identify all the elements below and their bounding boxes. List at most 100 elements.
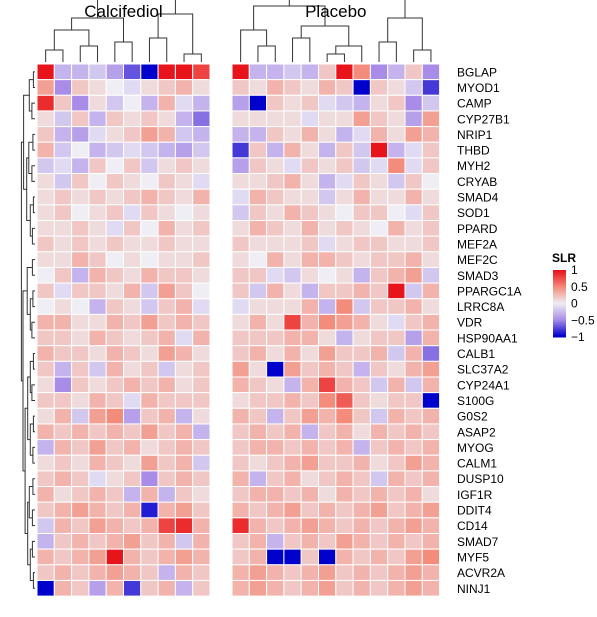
heatmap-cell (300, 517, 320, 534)
heatmap-cell (53, 157, 73, 175)
heatmap-cell (105, 235, 124, 253)
heatmap-cell (88, 251, 107, 268)
heatmap-cell (300, 313, 320, 331)
dendrogram-branch (32, 478, 35, 495)
row-label: MYH2 (457, 159, 491, 173)
heatmap-cell (352, 313, 371, 331)
heatmap-cell (404, 204, 423, 222)
row-label: THBD (457, 144, 490, 158)
heatmap-cell (335, 579, 354, 597)
heatmap-cell (53, 533, 73, 550)
heatmap-cell (71, 454, 90, 472)
dendrogram-branch (53, 29, 90, 50)
heatmap-cell (157, 157, 176, 175)
heatmap-cell (105, 141, 124, 159)
heatmap-cell (318, 94, 337, 112)
dendrogram-branch (288, 0, 406, 18)
heatmap-cell (421, 454, 441, 472)
heatmap-cell (192, 392, 211, 409)
heatmap-cell (387, 157, 406, 175)
heatmap-cell (88, 501, 107, 519)
heatmap-cell (174, 204, 194, 222)
dendrogram-branch (32, 446, 35, 464)
heatmap-cell (88, 360, 107, 378)
heatmap-cell (404, 79, 423, 96)
legend-tick-label: 0.5 (571, 280, 588, 294)
legend-swatch (553, 318, 566, 321)
heatmap-cell (231, 579, 250, 597)
heatmap-cell (352, 486, 371, 503)
heatmap-cell (105, 564, 124, 581)
heatmap-cell (192, 486, 211, 503)
heatmap-cell (71, 517, 90, 534)
heatmap-cell (192, 173, 211, 190)
heatmap-cell (231, 548, 250, 566)
heatmap-cell (335, 313, 354, 331)
row-label: PPARGC1A (457, 284, 521, 298)
heatmap-cell (421, 548, 441, 566)
heatmap-cell (248, 376, 268, 394)
heatmap-cell (123, 486, 142, 503)
heatmap-cell (53, 173, 73, 190)
heatmap-cell (266, 141, 285, 159)
heatmap-cell (352, 110, 371, 128)
row-label: SOD1 (457, 206, 490, 220)
heatmap-cell (369, 313, 389, 331)
heatmap-cell (352, 220, 371, 237)
heatmap-cell (283, 94, 302, 112)
heatmap-cell (53, 188, 73, 206)
heatmap-cell (387, 298, 406, 315)
heatmap-cell (266, 173, 285, 190)
heatmap-cell (192, 126, 211, 143)
heatmap-cell (88, 298, 107, 315)
heatmap-cell (404, 126, 423, 143)
heatmap-cell (174, 360, 194, 378)
heatmap-cell (192, 79, 211, 96)
heatmap-cell (36, 501, 55, 519)
heatmap-cell (140, 110, 159, 128)
heatmap-cell (421, 235, 441, 253)
dendrogram-branch (32, 196, 35, 214)
heatmap-cell (248, 548, 268, 566)
heatmap-cell (387, 517, 406, 534)
heatmap-cell (421, 501, 441, 519)
heatmap-cell (369, 579, 389, 597)
heatmap-cell (300, 501, 320, 519)
column-dendrogram-calcifediol (45, 0, 202, 62)
heatmap-cell (369, 407, 389, 425)
heatmap-cell (123, 533, 142, 550)
heatmap-cell (300, 423, 320, 441)
heatmap-cell (123, 110, 142, 128)
dendrogram-branch (300, 25, 350, 46)
heatmap-cell (231, 126, 250, 143)
heatmap-cell (335, 79, 354, 96)
heatmap-cell (105, 173, 124, 190)
dendrogram-branch (28, 79, 34, 112)
heatmap-cell (404, 157, 423, 175)
heatmap-cell (248, 313, 268, 331)
heatmap-cell (248, 517, 268, 534)
heatmap-cell (105, 376, 124, 394)
heatmap-cell (421, 376, 441, 394)
heatmap-cell (335, 439, 354, 456)
row-label: HSP90AA1 (457, 331, 518, 345)
legend-swatch (553, 321, 566, 325)
heatmap-cell (231, 564, 250, 581)
heatmap-cell (174, 126, 194, 143)
heatmap-cell (283, 454, 302, 472)
heatmap-cell (174, 94, 194, 112)
heatmap-cell (352, 251, 371, 268)
heatmap-cell (404, 188, 423, 206)
heatmap-cell (283, 235, 302, 253)
heatmap-cell (387, 94, 406, 112)
heatmap-cell (174, 517, 194, 534)
heatmap-cell (283, 329, 302, 347)
heatmap-cell (157, 439, 176, 456)
heatmap-cell (352, 63, 371, 81)
heatmap-cell (157, 470, 176, 488)
heatmap-cell (404, 110, 423, 128)
heatmap-cell (174, 298, 194, 315)
heatmap-cell (71, 235, 90, 253)
heatmap-cell (369, 439, 389, 456)
heatmap-cell (140, 126, 159, 143)
